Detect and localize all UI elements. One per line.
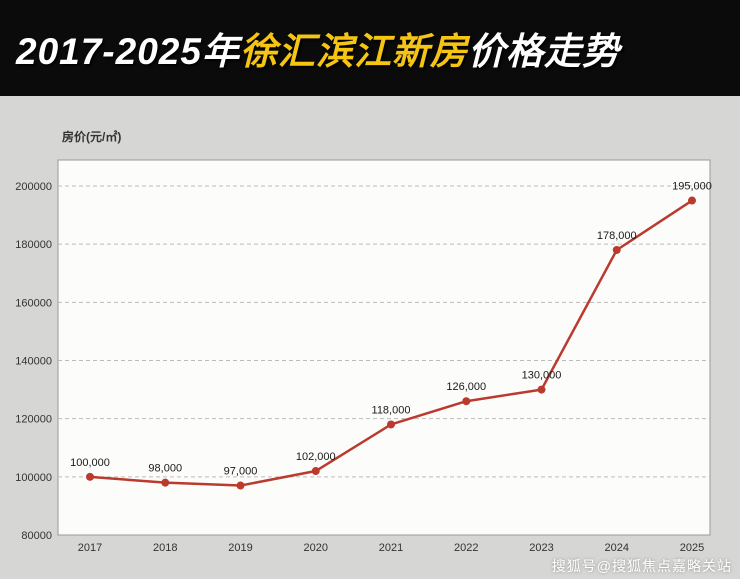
data-label: 130,000 (522, 370, 562, 382)
data-point (387, 420, 395, 429)
y-tick-label: 80000 (21, 530, 52, 542)
page-title: 2017-2025年徐汇滨江新房价格走势 (16, 21, 620, 75)
data-label: 178,000 (597, 230, 637, 242)
title-years: 2017-2025年 (16, 31, 240, 72)
x-tick-label: 2023 (529, 542, 553, 554)
y-tick-label: 200000 (15, 181, 52, 193)
plot-area (57, 159, 711, 536)
price-trend-line-chart: 80000 100000 120000 140000 160000 180000 20000… (15, 159, 712, 554)
data-point (537, 385, 546, 394)
data-point (236, 481, 245, 490)
x-tick-label: 2022 (454, 542, 478, 554)
data-label: 118,000 (372, 404, 411, 416)
data-label: 98,000 (148, 463, 182, 475)
data-point (462, 397, 471, 406)
data-point (161, 478, 170, 487)
data-point (311, 467, 320, 476)
data-point (86, 472, 94, 481)
data-label: 102,000 (296, 451, 336, 463)
x-tick-label: 2021 (379, 542, 403, 554)
x-tick-label: 2019 (228, 542, 252, 554)
x-tick-label: 2020 (304, 542, 328, 554)
title-suffix: 价格走势 (467, 31, 620, 72)
watermark-text: 搜狐号@搜狐焦点嘉略关站 (551, 558, 732, 574)
data-label: 195,000 (672, 181, 712, 193)
data-label: 126,000 (446, 381, 486, 393)
y-tick-label: 120000 (15, 414, 52, 426)
y-tick-label: 160000 (15, 297, 52, 309)
y-tick-label: 140000 (15, 356, 52, 368)
x-tick-label: 2025 (680, 542, 704, 554)
x-tick-label: 2017 (78, 542, 102, 554)
y-tick-label: 180000 (15, 239, 52, 251)
data-label: 97,000 (224, 466, 258, 478)
data-label: 100,000 (70, 457, 110, 469)
x-tick-label: 2024 (605, 542, 629, 554)
data-point (612, 245, 621, 254)
title-location-accent: 徐汇滨江新房 (239, 31, 468, 72)
y-tick-label: 100000 (15, 472, 52, 484)
data-point (688, 196, 696, 205)
x-tick-label: 2018 (153, 542, 177, 554)
header-banner: 2017-2025年徐汇滨江新房价格走势 (0, 0, 740, 96)
y-axis-title: 房价(元/㎡) (62, 130, 122, 144)
